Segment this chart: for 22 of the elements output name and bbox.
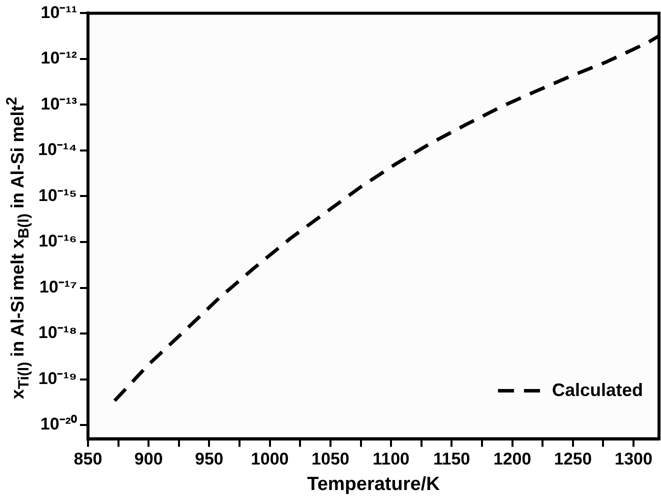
y-tick-label: 10⁻¹⁶ — [38, 232, 77, 251]
legend-label: Calculated — [552, 380, 644, 400]
x-tick-label: 1050 — [312, 450, 350, 469]
y-tick-label: 10⁻¹⁷ — [39, 277, 77, 296]
x-tick-label: 1250 — [554, 450, 592, 469]
x-tick-label: 1100 — [372, 450, 410, 469]
y-tick-label: 10⁻¹⁴ — [38, 140, 77, 160]
y-tick-label: 10⁻¹⁸ — [38, 323, 77, 342]
x-axis-title: Temperature/K — [307, 474, 440, 495]
x-tick-label: 1200 — [493, 450, 532, 469]
y-tick-label: 10⁻¹¹ — [40, 2, 78, 22]
x-tick-label: 950 — [195, 450, 224, 469]
x-tick-label: 1000 — [250, 450, 289, 469]
x-tick-label: 900 — [134, 450, 163, 469]
x-tick-label: 850 — [74, 450, 102, 469]
y-tick-label: 10⁻¹⁵ — [38, 186, 77, 205]
x-tick-label: 1300 — [614, 450, 652, 469]
y-tick-label: 10⁻¹³ — [40, 94, 78, 114]
y-tick-label: 10⁻²⁰ — [40, 414, 77, 434]
y-tick-label: 10⁻¹⁹ — [38, 368, 77, 388]
x-tick-label: 1150 — [433, 450, 470, 469]
y-tick-label: 10⁻¹² — [40, 48, 78, 68]
